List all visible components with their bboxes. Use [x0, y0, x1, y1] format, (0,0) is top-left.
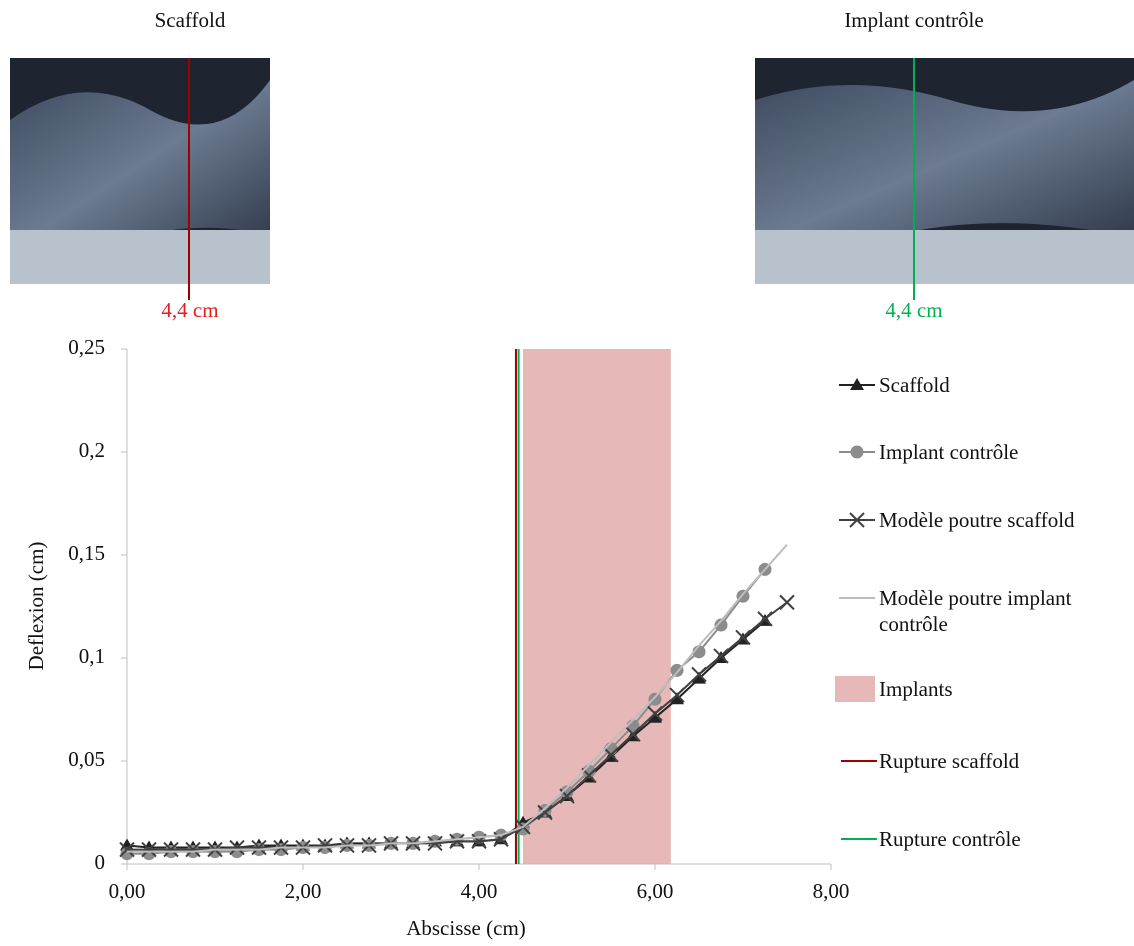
- photo-title: Scaffold: [155, 8, 226, 32]
- legend-swatch: [839, 512, 875, 528]
- point: [560, 785, 574, 799]
- point: [119, 841, 135, 858]
- point: [692, 671, 706, 684]
- y-tick-label: 0,25: [68, 335, 105, 359]
- legend-label: Modèle poutre implant contrôle: [879, 586, 1072, 636]
- legend-label: Rupture contrôle: [879, 827, 1021, 851]
- y-tick-label: 0,15: [68, 541, 105, 565]
- photo-scaffold: [10, 58, 270, 284]
- point: [603, 747, 619, 763]
- legend-swatch: [835, 676, 875, 702]
- legend-item: Implants: [835, 676, 953, 702]
- point: [274, 843, 288, 857]
- series-line: [127, 544, 788, 853]
- legend-item: Modèle poutre scaffold: [835, 507, 1075, 533]
- point: [229, 839, 245, 856]
- point: [208, 845, 222, 859]
- legend-item: Modèle poutre implant contrôle: [835, 585, 1134, 637]
- legend-swatch: [841, 760, 877, 762]
- point: [757, 611, 773, 627]
- legend-item: Implant contrôle: [835, 439, 1018, 465]
- point: [647, 705, 663, 722]
- legend-label: Implants: [879, 677, 953, 701]
- point: [713, 648, 729, 664]
- point: [141, 841, 157, 858]
- point: [427, 835, 443, 852]
- y-tick-label: 0: [95, 850, 106, 874]
- legend-swatch: [839, 378, 875, 390]
- series: [120, 562, 772, 861]
- y-tick-label: 0,05: [68, 747, 105, 771]
- point: [648, 692, 662, 706]
- legend-item: Rupture contrôle: [835, 826, 1021, 852]
- point: [449, 833, 465, 850]
- photo-label: 4,4 cm: [885, 298, 942, 322]
- y-tick-label: 0,1: [79, 644, 105, 668]
- point: [251, 839, 267, 856]
- implant-region: [523, 349, 671, 864]
- point: [850, 445, 864, 459]
- point: [849, 512, 865, 528]
- point: [185, 841, 201, 858]
- x-tick-label: 8,00: [813, 879, 850, 903]
- point: [625, 726, 641, 742]
- point: [691, 666, 707, 683]
- point: [537, 804, 553, 821]
- series: [119, 594, 795, 858]
- legend-label: Modèle poutre scaffold: [879, 508, 1075, 532]
- series: [127, 544, 788, 853]
- legend-patch: [835, 676, 875, 702]
- legend-swatch: [839, 597, 875, 599]
- point: [648, 710, 662, 723]
- legend-swatch: [841, 838, 877, 840]
- y-axis-title: Deflexion (cm): [24, 542, 48, 671]
- point: [850, 378, 864, 390]
- point: [779, 594, 795, 611]
- x-tick-label: 6,00: [637, 879, 674, 903]
- x-tick-label: 2,00: [285, 879, 322, 903]
- photo-title: Implant contrôle: [844, 8, 983, 32]
- point: [714, 618, 728, 632]
- point: [163, 841, 179, 858]
- point: [669, 687, 685, 703]
- legend-item: Scaffold: [835, 372, 950, 398]
- y-tick-label: 0,2: [79, 438, 105, 462]
- legend-item: Rupture scaffold: [835, 748, 1019, 774]
- point: [317, 837, 333, 854]
- photo-label: 4,4 cm: [161, 298, 218, 322]
- legend-label: Scaffold: [879, 373, 950, 397]
- point: [735, 629, 751, 646]
- photo-control: [755, 58, 1134, 284]
- x-tick-label: 4,00: [461, 879, 498, 903]
- legend-label: Implant contrôle: [879, 440, 1019, 464]
- series-line: [127, 601, 788, 851]
- legend-label: Rupture scaffold: [879, 749, 1020, 773]
- series: [120, 613, 772, 853]
- point: [670, 692, 684, 705]
- legend-swatch: [839, 445, 875, 459]
- x-axis-title: Abscisse (cm): [406, 916, 526, 940]
- x-tick-label: 0,00: [109, 879, 146, 903]
- point: [604, 742, 618, 756]
